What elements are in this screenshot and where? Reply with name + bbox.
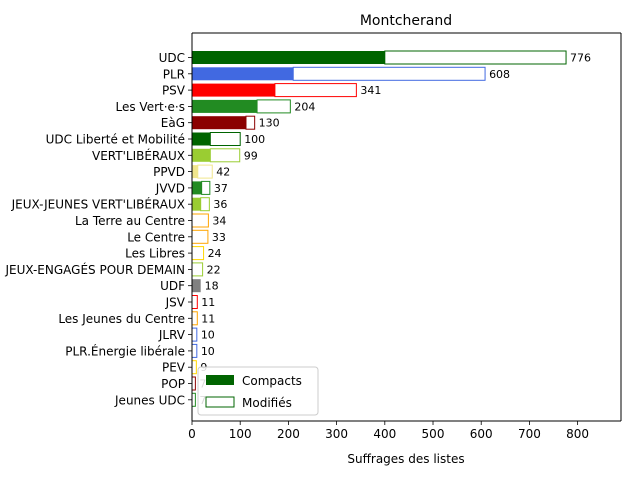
y-tick-label: VERT'LIBÉRAUX — [92, 148, 185, 163]
legend-swatch-modifies — [205, 396, 235, 408]
value-label: 37 — [214, 182, 228, 195]
value-label: 42 — [216, 166, 230, 179]
bar-modifies — [256, 99, 291, 114]
bar-compacts — [192, 279, 201, 293]
y-tick-label: PPVD — [153, 165, 185, 179]
bar-modifies — [191, 229, 209, 244]
bar-modifies — [191, 311, 198, 326]
x-tick-label: 200 — [277, 427, 300, 441]
y-tick-label: UDC — [159, 51, 185, 65]
bar-modifies — [191, 360, 197, 375]
value-label: 130 — [259, 117, 280, 130]
legend-label-modifies: Modifiés — [242, 396, 292, 410]
bar-modifies — [292, 66, 486, 81]
bar-modifies — [200, 197, 210, 212]
y-tick-label: Le Centre — [127, 230, 185, 244]
legend-label-compacts: Compacts — [242, 374, 302, 388]
y-tick-label: Les Jeunes du Centre — [58, 312, 185, 326]
bar-compacts — [192, 181, 202, 195]
x-axis-label: Suffrages des listes — [347, 452, 464, 466]
x-tick-label: 0 — [188, 427, 196, 441]
y-tick-label: EàG — [161, 116, 185, 130]
value-label: 341 — [360, 84, 381, 97]
value-label: 18 — [205, 280, 219, 293]
y-tick-label: Les Vert·e·s — [116, 100, 186, 114]
value-label: 36 — [213, 198, 227, 211]
y-tick-label: JEUX-JEUNES VERT'LIBÉRAUX — [11, 197, 185, 212]
x-tick-label: 300 — [325, 427, 348, 441]
x-tick-label: 400 — [373, 427, 396, 441]
bar-compacts — [192, 99, 258, 113]
x-tick-label: 800 — [566, 427, 589, 441]
y-tick-label: PSV — [162, 84, 186, 98]
value-label: 22 — [207, 263, 221, 276]
bar-compacts — [192, 148, 211, 162]
y-tick-label: La Terre au Centre — [75, 214, 185, 228]
bar-compacts — [192, 83, 275, 97]
bars-group — [191, 50, 567, 407]
bar-compacts — [192, 132, 211, 146]
bar-modifies — [191, 376, 196, 391]
value-label: 608 — [489, 68, 510, 81]
bar-compacts — [192, 197, 201, 211]
y-tick-label: JEUX-ENGAGÉS POUR DEMAIN — [4, 262, 185, 277]
y-tick-label: UDF — [160, 279, 185, 293]
y-tick-label: Les Libres — [125, 247, 185, 261]
bar-modifies — [197, 164, 213, 179]
bar-modifies — [191, 262, 204, 277]
bar-modifies — [191, 343, 198, 358]
x-tick-label: 100 — [229, 427, 252, 441]
bar-compacts — [192, 67, 294, 81]
value-label: 204 — [294, 100, 315, 113]
y-tick-label: JVVD — [155, 181, 185, 195]
y-tick-labels: UDC PLR PSV Les Vert·e·s EàG UDC Liberté et M… — [4, 51, 192, 407]
y-tick-label: JLRV — [158, 328, 186, 342]
value-label: 11 — [201, 312, 215, 325]
value-labels: 776 608 341 204 130 100 99 42 37 36 34 33 24 22 18 11 11… — [199, 52, 591, 407]
bar-modifies — [191, 213, 209, 228]
y-tick-label: POP — [161, 377, 185, 391]
bar-compacts — [192, 165, 198, 179]
x-tick-label: 600 — [470, 427, 493, 441]
bar-modifies — [191, 327, 198, 342]
value-label: 100 — [244, 133, 265, 146]
value-label: 99 — [244, 149, 258, 162]
value-label: 34 — [212, 215, 226, 228]
y-tick-label: Jeunes UDC — [114, 393, 185, 407]
x-tick-label: 500 — [422, 427, 445, 441]
bar-compacts — [192, 116, 246, 130]
value-label: 776 — [570, 52, 591, 65]
legend-swatch-compacts — [206, 375, 234, 385]
value-label: 33 — [212, 231, 226, 244]
bar-modifies — [201, 180, 211, 195]
y-tick-label: PLR.Énergie libérale — [65, 343, 185, 358]
legend: Compacts Modifiés — [197, 366, 319, 416]
value-label: 10 — [201, 345, 215, 358]
bar-modifies — [384, 50, 567, 65]
bar-modifies — [209, 148, 241, 163]
x-tick-label: 700 — [518, 427, 541, 441]
y-tick-label: PEV — [162, 361, 186, 375]
bar-modifies — [274, 83, 357, 98]
y-tick-label: JSV — [165, 296, 186, 310]
y-tick-label: PLR — [163, 67, 185, 81]
chart-title: Montcherand — [360, 13, 452, 29]
bar-compacts — [192, 51, 385, 64]
bar-modifies — [191, 295, 198, 309]
y-tick-label: UDC Liberté et Mobilité — [46, 133, 185, 147]
bar-modifies — [245, 115, 256, 130]
value-label: 11 — [201, 296, 215, 309]
value-label: 24 — [208, 247, 222, 260]
axes — [191, 32, 622, 422]
bar-modifies — [191, 392, 196, 407]
bar-modifies — [209, 132, 241, 146]
bar-modifies — [191, 246, 205, 261]
value-label: 10 — [201, 329, 215, 342]
x-ticks: 0 100 200 300 400 500 600 700 800 — [188, 421, 589, 441]
